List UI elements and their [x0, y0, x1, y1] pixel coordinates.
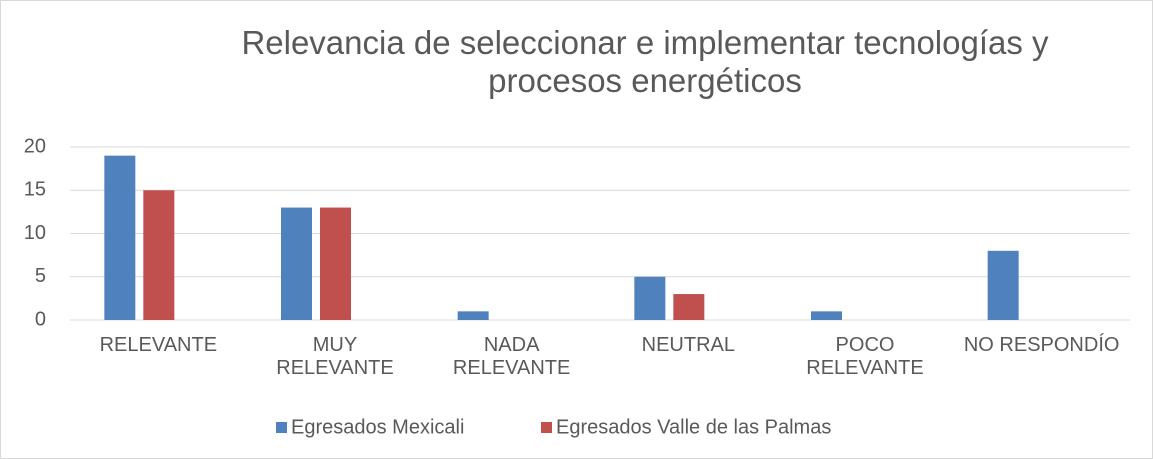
y-tick-label: 20 [24, 135, 46, 157]
bar [457, 311, 489, 320]
legend-label: Egresados Valle de las Palmas [556, 416, 831, 438]
legend-swatch [541, 422, 552, 433]
x-tick-label: NADA RELEVANTE [452, 334, 571, 379]
chart-title: Relevancia de seleccionar e implementar … [241, 24, 1049, 99]
bar [987, 250, 1019, 320]
x-tick-label: MUY RELEVANTE [276, 334, 394, 379]
x-tick-label: NO RESPONDÍO [963, 334, 1120, 356]
x-tick-label: RELEVANTE [99, 334, 218, 356]
bar [320, 207, 351, 320]
y-tick-label: 10 [24, 222, 46, 244]
bar [811, 311, 842, 320]
y-tick-label: 5 [35, 265, 46, 287]
x-tick-label: NEUTRAL [641, 334, 735, 356]
y-tick-label: 15 [24, 179, 46, 201]
x-tick-label: POCO RELEVANTE [806, 334, 924, 379]
legend-swatch [276, 422, 287, 433]
bar [281, 207, 312, 320]
bar [143, 190, 175, 320]
bar [104, 155, 136, 320]
legend-label: Egresados Mexicali [291, 416, 464, 438]
y-tick-label: 0 [35, 308, 46, 330]
bar [634, 276, 666, 320]
bar [673, 294, 705, 320]
